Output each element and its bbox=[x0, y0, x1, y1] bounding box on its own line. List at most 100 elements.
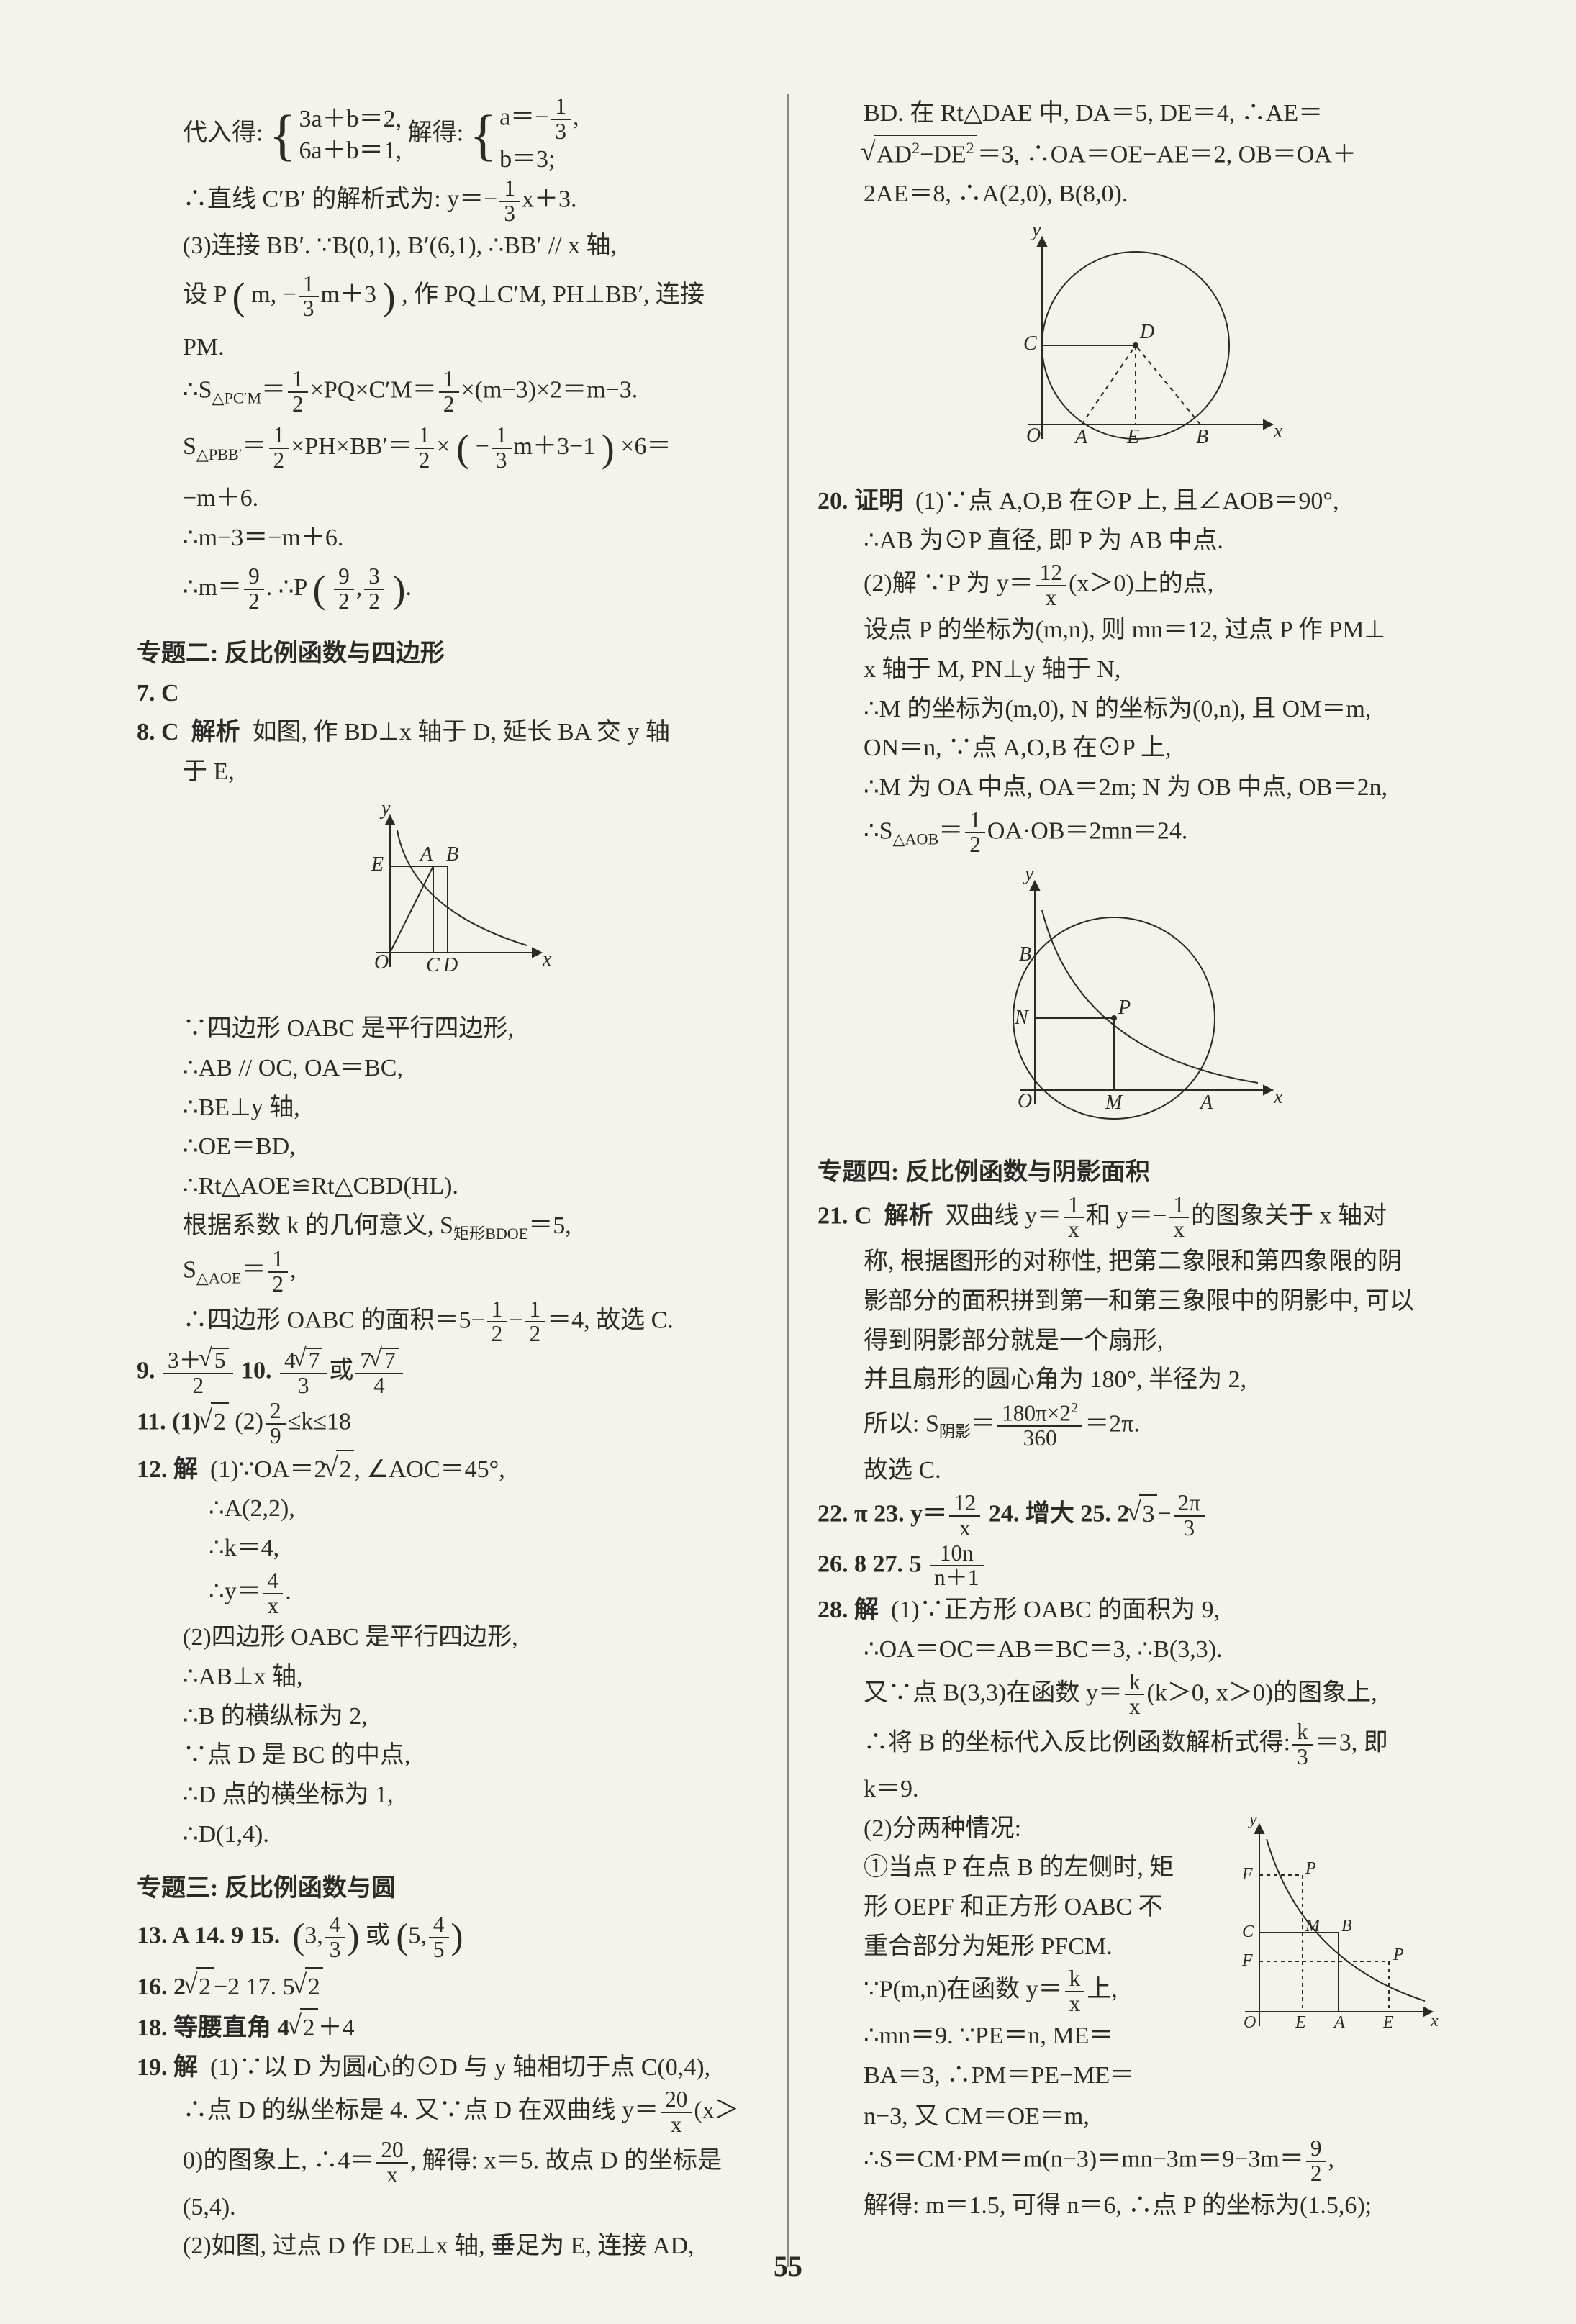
text-line: n−3, 又 CM＝OE＝m, bbox=[818, 2098, 1439, 2136]
svg-text:M: M bbox=[1305, 1917, 1321, 1935]
svg-text:B: B bbox=[446, 843, 458, 866]
section-heading: 专题四: 反比例函数与阴影面积 bbox=[818, 1154, 1439, 1192]
figure-circle-tangent: yx CD OA EB bbox=[818, 223, 1439, 473]
text-line: −m＋6. bbox=[137, 480, 758, 518]
text-line: 解得: m＝1.5, 可得 n＝6, ∴点 P 的坐标为(1.5,6); bbox=[818, 2187, 1439, 2225]
svg-text:O: O bbox=[374, 951, 389, 973]
svg-text:x: x bbox=[1273, 1086, 1283, 1108]
svg-text:E: E bbox=[371, 853, 384, 876]
text-line: (2)四边形 OABC 是平行四边形, bbox=[137, 1619, 758, 1657]
section-heading: 专题三: 反比例函数与圆 bbox=[137, 1870, 758, 1908]
text-line: 于 E, bbox=[137, 753, 758, 791]
svg-text:C: C bbox=[426, 954, 440, 976]
text-line: 0)的图象上, ∴4＝20x, 解得: x＝5. 故点 D 的坐标是 bbox=[137, 2138, 758, 2187]
figure-square-hyperbola: yx FP CMB FP OEAE bbox=[1223, 1817, 1439, 2053]
page: 代入得: { 3a＋b＝2, 6a＋b＝1, 解得: { a＝−13, b＝3; bbox=[0, 0, 1576, 2310]
svg-text:E: E bbox=[1382, 2013, 1394, 2032]
svg-text:B: B bbox=[1341, 1917, 1352, 1935]
text-line: BA＝3, ∴PM＝PE−ME＝ bbox=[818, 2057, 1439, 2095]
svg-text:C: C bbox=[1242, 1923, 1254, 1941]
svg-text:y: y bbox=[1023, 867, 1034, 885]
text-line: ∴S△AOB＝12OA·OB＝2mn＝24. bbox=[818, 809, 1439, 858]
answer-line: 11. (1)2 (2)29≤k≤18 bbox=[137, 1399, 758, 1448]
answer-line: 19. 解 (1)∵以 D 为圆心的⊙D 与 y 轴相切于点 C(0,4), bbox=[137, 2049, 758, 2087]
svg-text:x: x bbox=[1430, 2012, 1439, 2030]
text-line: 并且扇形的圆心角为 180°, 半径为 2, bbox=[818, 1361, 1439, 1399]
svg-text:P: P bbox=[1392, 1946, 1404, 1964]
svg-text:x: x bbox=[542, 948, 552, 971]
text-line: 设点 P 的坐标为(m,n), 则 mn＝12, 过点 P 作 PM⊥ bbox=[818, 612, 1439, 650]
text: 设 P bbox=[183, 281, 226, 308]
answer-line: 20. 证明 (1)∵点 A,O,B 在⊙P 上, 且∠AOB＝90°, bbox=[818, 483, 1439, 521]
svg-text:x: x bbox=[1273, 420, 1283, 442]
svg-text:D: D bbox=[1139, 321, 1154, 343]
answer-line: 21. C 解析 双曲线 y＝1x和 y＝−1x的图象关于 x 轴对 bbox=[818, 1194, 1439, 1243]
right-column: BD. 在 Rt△DAE 中, DA＝5, DE＝4, ∴AE＝ AD2−DE2… bbox=[789, 94, 1468, 2267]
text-line: x 轴于 M, PN⊥y 轴于 N, bbox=[818, 651, 1439, 689]
figure-circle-on-hyperbola: yx BN P OMA bbox=[818, 867, 1439, 1138]
text-line: ∴AB 为⊙P 直径, 即 P 为 AB 中点. bbox=[818, 522, 1439, 560]
text-line: ∴将 B 的坐标代入反比例函数解析式得:k3＝3, 即 bbox=[818, 1720, 1439, 1769]
text-line: 设 P ( m, −13m＋3 ) , 作 PQ⊥C′M, PH⊥BB′, 连接 bbox=[137, 266, 758, 327]
text-line: ∴B 的横纵标为 2, bbox=[137, 1698, 758, 1736]
text-line: 所以: S阴影＝180π×22360＝2π. bbox=[818, 1401, 1439, 1451]
answer-line: 22. π 23. y＝12x 24. 增大 25. 23−2π3 bbox=[818, 1492, 1439, 1540]
text-line: ∴m＝92. ∴P ( 92,32 ). bbox=[137, 559, 758, 619]
diagram-svg: yx CD OA EB bbox=[970, 223, 1287, 460]
section-heading: 专题二: 反比例函数与四边形 bbox=[137, 635, 758, 673]
text: 解得: bbox=[408, 120, 463, 147]
text-line: AD2−DE2＝3, ∴OA＝OE−AE＝2, OB＝OA＋ bbox=[818, 135, 1439, 174]
page-number: 55 bbox=[774, 2244, 802, 2289]
text: , 作 PQ⊥C′M, PH⊥BB′, 连接 bbox=[402, 281, 705, 308]
answer-line: 28. 解 (1)∵正方形 OABC 的面积为 9, bbox=[818, 1592, 1439, 1630]
answer-line: 26. 8 27. 5 10nn＋1 bbox=[818, 1542, 1439, 1591]
answer-line: 16. 22−2 17. 52 bbox=[137, 1967, 758, 2007]
text-line: ∴A(2,2), bbox=[137, 1490, 758, 1528]
text-line: ∴S＝CM·PM＝m(n−3)＝mn−3m＝9−3m＝92, bbox=[818, 2137, 1439, 2186]
text-line: ∴AB⊥x 轴, bbox=[137, 1658, 758, 1697]
equation-system: { 3a＋b＝2, 6a＋b＝1, bbox=[269, 104, 402, 167]
text-line: S△PBB′＝12×PH×BB′＝12× ( −13m＋3−1 ) ×6＝ bbox=[137, 418, 758, 478]
text-line: ∴AB // OC, OA＝BC, bbox=[137, 1050, 758, 1088]
text: x＋3. bbox=[522, 186, 577, 213]
text-line: ∵点 D 是 BC 的中点, bbox=[137, 1737, 758, 1775]
text-line: 根据系数 k 的几何意义, S矩形BDOE＝5, bbox=[137, 1207, 758, 1246]
answer-line: 12. 解 (1)∵OA＝22, ∠AOC＝45°, bbox=[137, 1450, 758, 1489]
text-line: ∵四边形 OABC 是平行四边形, bbox=[137, 1010, 758, 1048]
text: m, − bbox=[251, 281, 296, 308]
text-line: BD. 在 Rt△DAE 中, DA＝5, DE＝4, ∴AE＝ bbox=[818, 95, 1439, 133]
text-line: 2AE＝8, ∴A(2,0), B(8,0). bbox=[818, 176, 1439, 214]
text-line: 得到阴影部分就是一个扇形, bbox=[818, 1322, 1439, 1361]
text-line: 故选 C. bbox=[818, 1452, 1439, 1490]
text-line: ∴OA＝OC＝AB＝BC＝3, ∴B(3,3). bbox=[818, 1631, 1439, 1669]
svg-text:B: B bbox=[1196, 426, 1208, 448]
eq-row: 3a＋b＝2, bbox=[299, 104, 402, 135]
text: ∴直线 C′B′ 的解析式为: y＝− bbox=[183, 186, 497, 213]
diagram-svg: y x E A B O C D bbox=[340, 802, 556, 989]
equation-system: { a＝−13, b＝3; bbox=[470, 95, 579, 176]
answer-line: 7. C bbox=[137, 675, 758, 713]
figure-hyperbola-parallelogram: y x E A B O C D bbox=[137, 802, 758, 1001]
svg-text:C: C bbox=[1023, 332, 1037, 355]
eq-row: a＝−13, bbox=[499, 95, 579, 144]
diagram-svg: yx BN P OMA bbox=[970, 867, 1287, 1126]
text-line: 又∵点 B(3,3)在函数 y＝kx(k＞0, x＞0)的图象上, bbox=[818, 1671, 1439, 1720]
text-line: ∴Rt△AOE≌Rt△CBD(HL). bbox=[137, 1168, 758, 1206]
svg-text:A: A bbox=[1199, 1091, 1213, 1114]
svg-text:A: A bbox=[419, 843, 433, 866]
text-line: ∴M 为 OA 中点, OA＝2m; N 为 OB 中点, OB＝2n, bbox=[818, 769, 1439, 807]
text: 代入得: bbox=[183, 120, 263, 147]
left-column: 代入得: { 3a＋b＝2, 6a＋b＝1, 解得: { a＝−13, b＝3; bbox=[108, 94, 787, 2267]
svg-text:y: y bbox=[1030, 223, 1041, 241]
text-line: ∴点 D 的纵坐标是 4. 又∵点 D 在双曲线 y＝20x(x＞ bbox=[137, 2088, 758, 2137]
svg-text:A: A bbox=[1333, 2013, 1345, 2032]
eq-row: b＝3; bbox=[499, 144, 579, 176]
svg-text:M: M bbox=[1105, 1091, 1123, 1114]
text-line: ON＝n, ∵点 A,O,B 在⊙P 上, bbox=[818, 730, 1439, 768]
text-line: ∴M 的坐标为(m,0), N 的坐标为(0,n), 且 OM＝m, bbox=[818, 691, 1439, 729]
answer-line: 8. C 解析 如图, 作 BD⊥x 轴于 D, 延长 BA 交 y 轴 bbox=[137, 714, 758, 752]
svg-text:D: D bbox=[443, 954, 458, 976]
text-line: ∴m−3＝−m＋6. bbox=[137, 519, 758, 558]
svg-text:E: E bbox=[1126, 426, 1139, 448]
text-line: (3)连接 BB′. ∵B(0,1), B′(6,1), ∴BB′ // x 轴… bbox=[137, 227, 758, 265]
